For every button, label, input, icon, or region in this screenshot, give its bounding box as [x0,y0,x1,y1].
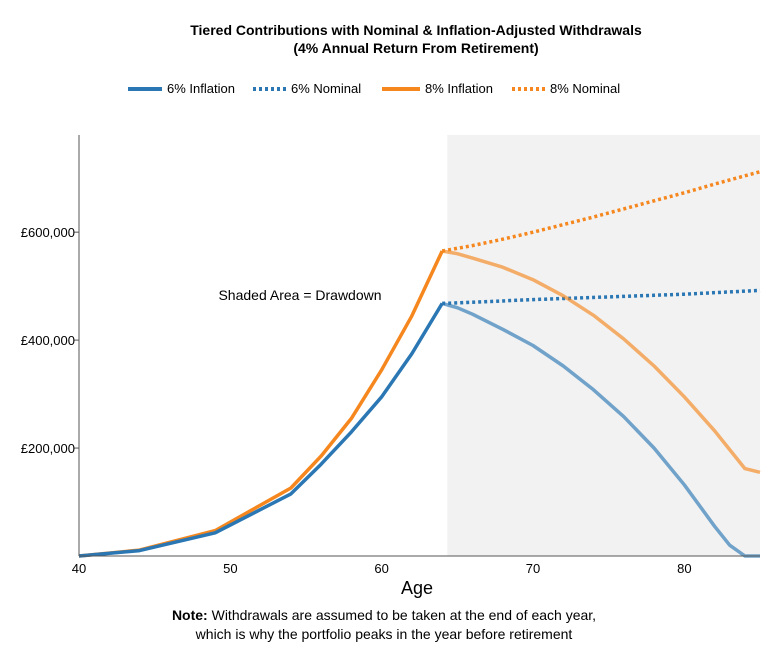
chart-title-line1: Tiered Contributions with Nominal & Infl… [190,22,642,38]
legend-label-6-nominal: 6% Nominal [291,81,361,96]
footnote: Note: Withdrawals are assumed to be take… [0,606,768,644]
series-line-8-inflation-drawdown [441,249,761,474]
series-line-8-nominal [441,170,761,253]
x-tick-label: 80 [677,561,691,576]
x-tick-label: 50 [223,561,237,576]
y-tick-label: £200,000 [21,441,75,456]
legend-label-6-inflation: 6% Inflation [167,81,235,96]
plot-area: 40 50 60 70 80 £200,000 £400,000 £600,000 [21,135,761,576]
x-tick-label: 40 [72,561,86,576]
drawdown-annotation: Shaded Area = Drawdown [218,287,381,303]
x-tick-label: 60 [374,561,388,576]
series-layer [78,170,761,558]
x-axis-label: Age [401,578,433,598]
series-line-6-inflation-drawdown [441,301,760,558]
x-ticks: 40 50 60 70 80 [72,561,692,576]
legend-label-8-inflation: 8% Inflation [425,81,493,96]
y-tick-label: £600,000 [21,225,75,240]
footnote-text1: Withdrawals are assumed to be taken at t… [207,607,597,623]
x-tick-label: 70 [526,561,540,576]
chart-title-line2: (4% Annual Return From Retirement) [293,40,538,56]
footnote-line1: Note: Withdrawals are assumed to be take… [0,606,768,625]
footnote-line2: which is why the portfolio peaks in the … [195,626,573,642]
line-chart: Tiered Contributions with Nominal & Infl… [21,22,761,598]
y-ticks: £200,000 £400,000 £600,000 [21,225,79,456]
y-tick-label: £400,000 [21,333,75,348]
drawdown-shaded-area [447,135,760,556]
series-line-6-inflation-accumulation [78,302,444,558]
series-line-6-nominal [442,288,761,306]
footnote-bold-label: Note: [171,607,208,623]
legend: 6% Inflation 6% Nominal 8% Inflation 8% … [128,81,620,96]
legend-label-8-nominal: 8% Nominal [550,81,620,96]
